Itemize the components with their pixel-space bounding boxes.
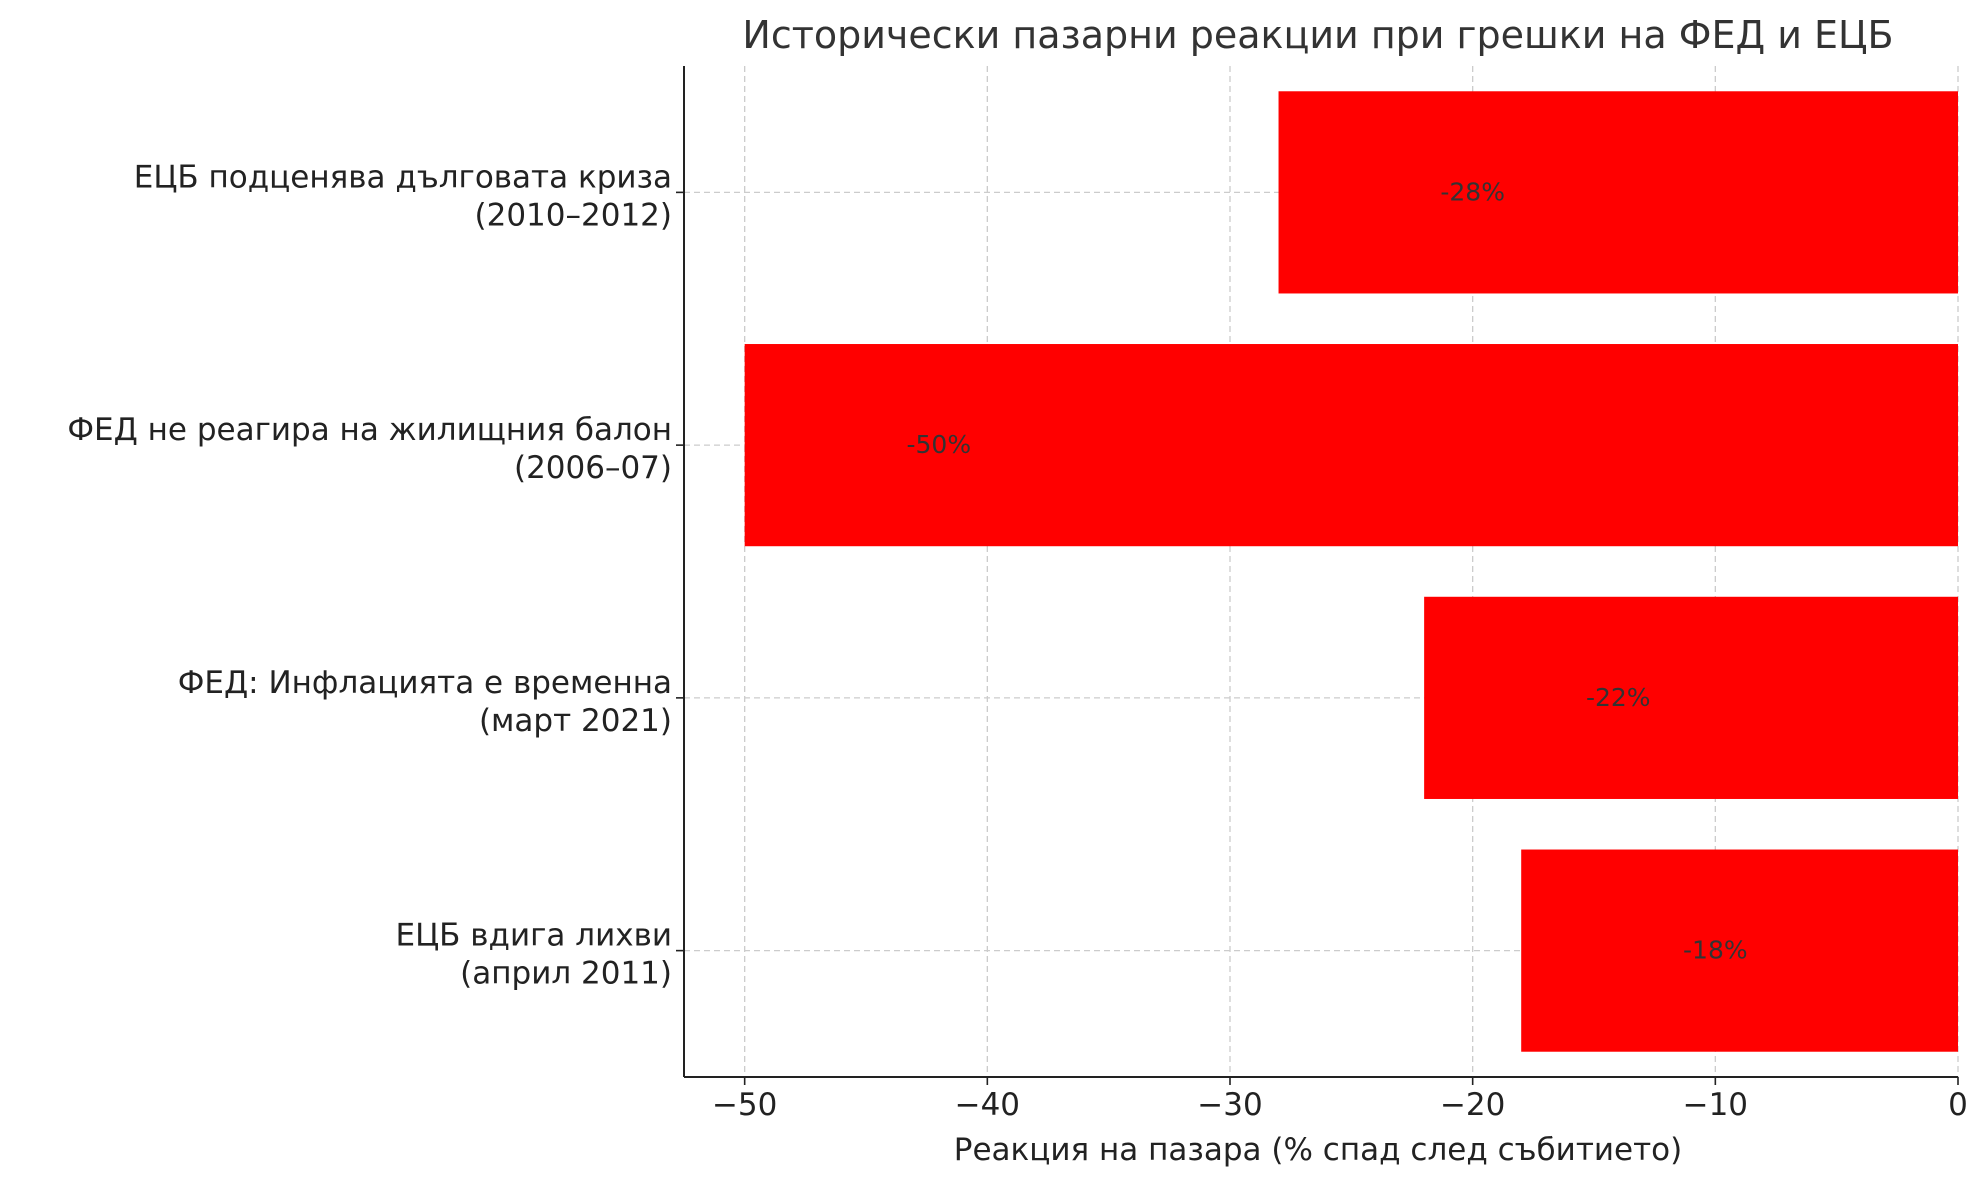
x-tick-label: −30 [1197, 1087, 1262, 1123]
data-label: -18% [1683, 936, 1748, 965]
y-tick-label-line: (март 2021) [479, 703, 672, 739]
data-labels: -28% -50% -22% -18% [907, 177, 1748, 964]
data-label: -28% [1440, 177, 1505, 206]
y-tick-label: ФЕД: Инфлацията е временна (март 2021) [178, 665, 672, 739]
y-tick-label: ЕЦБ подценява дълговата криза (2010–2012) [134, 159, 672, 233]
y-tick-label-line: ЕЦБ подценява дълговата криза [134, 159, 672, 195]
chart-title: Исторически пазарни реакции при грешки н… [742, 13, 1893, 57]
y-tick-label: ЕЦБ вдига лихви (април 2011) [396, 918, 673, 992]
x-tick-label: −20 [1440, 1087, 1505, 1123]
y-tick-label-line: ФЕД не реагира на жилищния балон [67, 412, 672, 448]
x-axis-label: Реакция на пазара (% спад след събитието… [954, 1132, 1682, 1168]
x-tick-label: 0 [1948, 1087, 1968, 1123]
y-tick-label-line: (2006–07) [514, 450, 672, 486]
bar [1521, 849, 1958, 1052]
y-tick-label-line: (април 2011) [460, 956, 672, 992]
data-label: -22% [1586, 683, 1651, 712]
bar [744, 344, 1958, 547]
bar [1278, 91, 1958, 294]
y-tick-label-line: (2010–2012) [475, 197, 672, 233]
data-label: -50% [907, 430, 972, 459]
bars [744, 91, 1958, 1052]
axes: −50 −40 −30 −20 −10 0 ЕЦБ подценява дълговата … [67, 66, 1968, 1123]
y-tick-label-line: ФЕД: Инфлацията е временна [178, 665, 672, 701]
y-tick-label: ФЕД не реагира на жилищния балон (2006–07… [67, 412, 672, 486]
x-tick-label: −10 [1683, 1087, 1748, 1123]
y-tick-label-line: ЕЦБ вдига лихви [396, 918, 673, 954]
x-tick-label: −50 [712, 1087, 777, 1123]
bar [1424, 596, 1958, 799]
x-tick-label: −40 [955, 1087, 1020, 1123]
